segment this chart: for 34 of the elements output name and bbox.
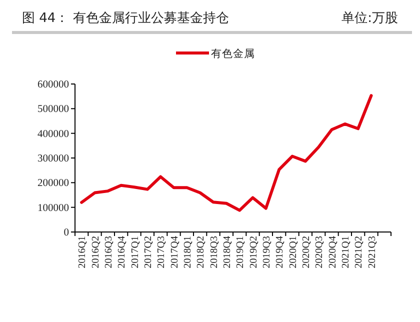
y-tick-label: 300000 bbox=[38, 154, 69, 164]
x-tick-label: 2016Q2 bbox=[90, 236, 102, 268]
x-tick-label: 2021Q1 bbox=[340, 236, 352, 268]
x-tick-label: 2017Q4 bbox=[169, 236, 180, 268]
y-tick-label: 400000 bbox=[38, 128, 69, 140]
x-tick-label: 2019Q2 bbox=[248, 236, 260, 268]
x-tick-label: 2018Q1 bbox=[182, 236, 194, 268]
line-series bbox=[80, 94, 373, 212]
x-tick-label: 2017Q2 bbox=[142, 236, 154, 268]
chart-title: 图 44： 有色金属行业公募基金持仓 bbox=[22, 11, 229, 26]
x-tick-label: 2020Q2 bbox=[300, 236, 312, 268]
x-tick-label: 2019Q3 bbox=[261, 236, 272, 268]
y-tick-label: 100000 bbox=[38, 202, 69, 214]
x-tick-label: 2021Q3 bbox=[366, 236, 378, 268]
x-tick-label: 2019Q1 bbox=[235, 236, 246, 268]
legend-label: 有色金属 bbox=[211, 48, 255, 60]
x-tick-label: 2020Q1 bbox=[288, 236, 299, 268]
x-tick-label: 2017Q3 bbox=[156, 236, 168, 268]
x-tick-label: 2020Q3 bbox=[314, 236, 326, 268]
x-tick-label: 2020Q4 bbox=[327, 236, 338, 268]
y-tick-label: 500000 bbox=[38, 104, 69, 116]
x-tick-label: 2017Q1 bbox=[130, 236, 141, 268]
x-tick-label: 2019Q4 bbox=[274, 236, 286, 268]
y-tick-label: 200000 bbox=[38, 178, 69, 190]
chart-subtitle: 单位:万股 bbox=[342, 11, 398, 26]
y-tick-label: 0 bbox=[64, 228, 69, 238]
x-tick-label: 2016Q3 bbox=[103, 236, 114, 268]
y-tick-label: 600000 bbox=[38, 80, 69, 90]
x-tick-label: 2018Q3 bbox=[208, 236, 220, 268]
x-tick-label: 2016Q4 bbox=[116, 236, 128, 268]
x-tick-label: 2021Q2 bbox=[354, 236, 365, 268]
x-tick-label: 2018Q2 bbox=[196, 236, 207, 268]
x-tick-label: 2016Q1 bbox=[77, 236, 88, 268]
x-tick-label: 2018Q4 bbox=[222, 236, 233, 268]
